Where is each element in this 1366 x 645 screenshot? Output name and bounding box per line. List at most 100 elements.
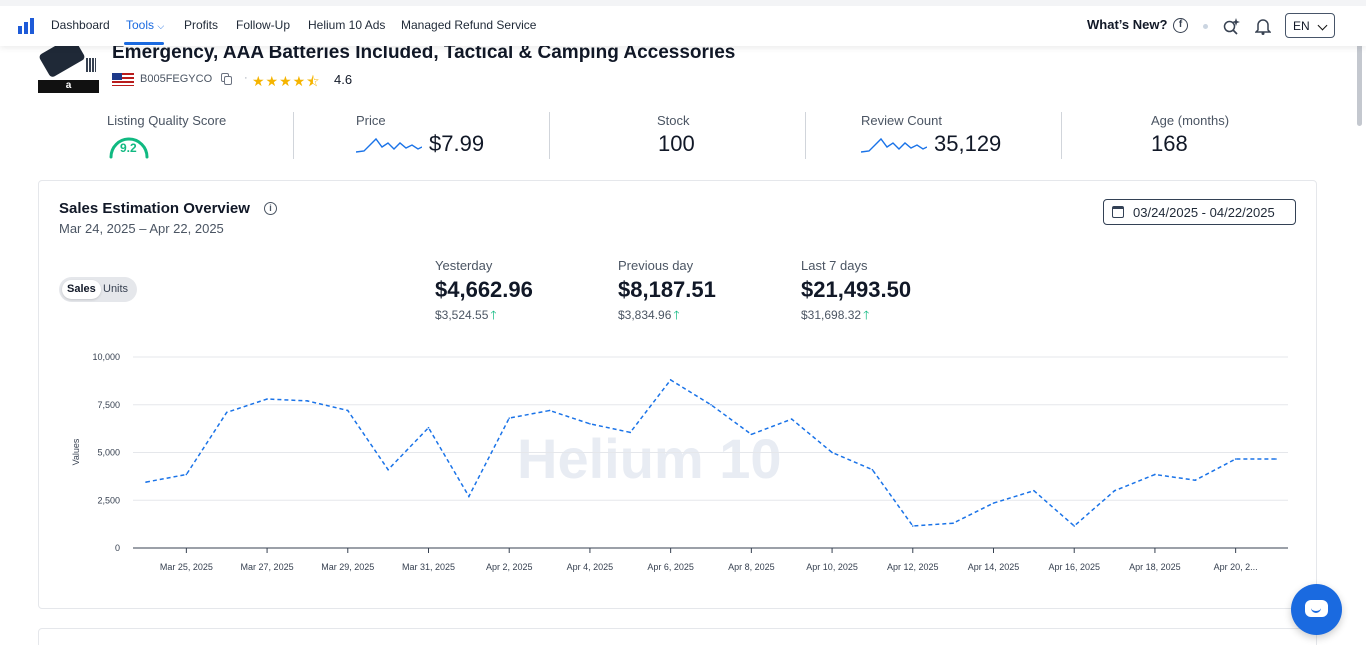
bell-icon[interactable] (1255, 17, 1271, 35)
stat-prev-value: $3,524.55 (435, 308, 489, 322)
page-scrollbar[interactable] (1357, 28, 1362, 126)
stat-value-yesterday: $4,662.96 (435, 277, 533, 302)
sales-series-line (145, 378, 1276, 527)
chat-button[interactable] (1291, 584, 1342, 635)
data-point (427, 426, 430, 429)
stat-prev-last-7-days: $31,698.32 🡑 (801, 306, 869, 327)
data-point (1154, 473, 1156, 476)
data-point (750, 433, 753, 436)
nav-profits[interactable]: Profits (184, 18, 219, 32)
metric-label-review-count: Review Count (861, 113, 942, 128)
asin-text: B005FEGYCO (140, 73, 213, 85)
data-point (306, 400, 309, 402)
top-navigation: Dashboard Tools ⌵ Profits Follow-Up Heli… (0, 0, 1366, 46)
info-icon[interactable]: i (264, 202, 277, 215)
nav-dashboard[interactable]: Dashboard (51, 18, 110, 32)
data-point (952, 522, 954, 524)
data-point (831, 451, 833, 454)
metric-value-price: $7.99 (429, 131, 485, 156)
stat-prev-value: $31,698.32 (801, 308, 862, 322)
x-tick-label: Apr 16, 2025 (1048, 562, 1100, 572)
watermark-text: Helium 10 (517, 427, 782, 490)
sales-line-chart: Helium 10 0 2,500 5,000 7,500 10,000 Values Mar… (71, 352, 1288, 572)
nav-follow-up[interactable]: Follow-Up (236, 18, 291, 32)
x-tick-label: Mar 31, 2025 (402, 562, 455, 572)
data-point (1194, 479, 1197, 481)
x-tick-label: Apr 14, 2025 (968, 562, 1020, 572)
metric-divider (1061, 112, 1062, 159)
ai-search-icon[interactable] (1222, 17, 1240, 35)
date-range-picker[interactable]: 03/24/2025 - 04/22/2025 (1103, 199, 1296, 225)
copy-icon[interactable] (221, 73, 232, 85)
data-point (266, 398, 268, 400)
stat-prev-previous-day: $3,834.96 🡑 (618, 306, 680, 327)
stat-value-previous-day: $8,187.51 (618, 277, 716, 302)
stat-prev-yesterday: $3,524.55 🡑 (435, 306, 497, 327)
date-range-value: 03/24/2025 - 04/22/2025 (1133, 205, 1275, 220)
data-point (225, 411, 228, 414)
x-tick-label: Apr 6, 2025 (647, 562, 694, 572)
amazon-badge: a (38, 80, 99, 93)
toggle-sales[interactable]: Sales (62, 280, 101, 299)
us-flag-icon (112, 73, 134, 86)
facebook-icon[interactable]: f (1173, 18, 1188, 33)
y-tick-label: 5,000 (97, 448, 120, 458)
nav-helium10-ads[interactable]: Helium 10 Ads (308, 18, 386, 32)
data-point (1073, 525, 1076, 527)
next-card (38, 628, 1317, 645)
card-title: Sales Estimation Overview (59, 200, 250, 217)
stat-label-yesterday: Yesterday (435, 258, 493, 273)
helium10-logo-icon[interactable] (18, 18, 34, 34)
x-tick-label: Mar 25, 2025 (160, 562, 213, 572)
chevron-down-icon: ⌵ (157, 21, 165, 31)
data-point (346, 409, 349, 412)
metric-divider (549, 112, 550, 159)
data-point (508, 417, 511, 419)
stat-label-previous-day: Previous day (618, 258, 694, 273)
x-tick-label: Apr 8, 2025 (728, 562, 775, 572)
x-tick-label: Apr 12, 2025 (887, 562, 939, 572)
x-tick-label: Mar 27, 2025 (241, 562, 294, 572)
data-point (387, 468, 389, 471)
separator-dot: · (244, 72, 248, 84)
metric-value-lqs: 9.2 (120, 141, 137, 155)
data-point (911, 525, 914, 527)
data-point (468, 495, 470, 498)
status-dot-icon (1203, 24, 1208, 29)
data-point (1033, 489, 1035, 492)
toggle-units[interactable]: Units (103, 283, 129, 295)
x-tick-label: Apr 20, 2... (1214, 562, 1258, 572)
sales-units-toggle: Sales Units (59, 277, 137, 302)
nav-managed-refund-service[interactable]: Managed Refund Service (401, 18, 537, 32)
product-title: Emergency, AAA Batteries Included, Tacti… (112, 42, 736, 63)
metric-value-stock: 100 (658, 131, 695, 156)
y-tick-label: 10,000 (92, 352, 120, 362)
metric-label-stock: Stock (657, 113, 690, 128)
data-point (145, 481, 147, 483)
nav-tools[interactable]: Tools ⌵ (126, 18, 164, 32)
price-sparkline (356, 137, 422, 153)
data-point (871, 468, 874, 471)
sales-estimation-card (38, 180, 1317, 609)
metric-label-price: Price (356, 113, 386, 128)
y-tick-label: 0 (115, 543, 120, 553)
active-tab-indicator (124, 42, 164, 45)
product-image[interactable]: a (38, 40, 99, 93)
metric-label-age: Age (months) (1151, 113, 1230, 128)
rating-stars-icon: ★★★★⯪ (252, 73, 321, 89)
data-point (1113, 489, 1116, 492)
language-select[interactable]: EN (1285, 13, 1335, 38)
arrow-up-icon: 🡑 (863, 308, 870, 322)
x-tick-label: Apr 10, 2025 (806, 562, 858, 572)
chat-bubble-icon (1305, 600, 1328, 617)
calendar-icon (1112, 206, 1124, 218)
y-axis-label: Values (71, 438, 81, 465)
data-point (992, 502, 995, 504)
data-point (1234, 458, 1237, 460)
data-point (790, 418, 793, 420)
arrow-up-icon: 🡑 (490, 308, 497, 322)
whats-new-link[interactable]: What’s New? (1087, 17, 1168, 32)
arrow-up-icon: 🡑 (673, 308, 680, 322)
metric-value-review-count: 35,129 (934, 131, 1002, 156)
language-value: EN (1293, 19, 1310, 33)
